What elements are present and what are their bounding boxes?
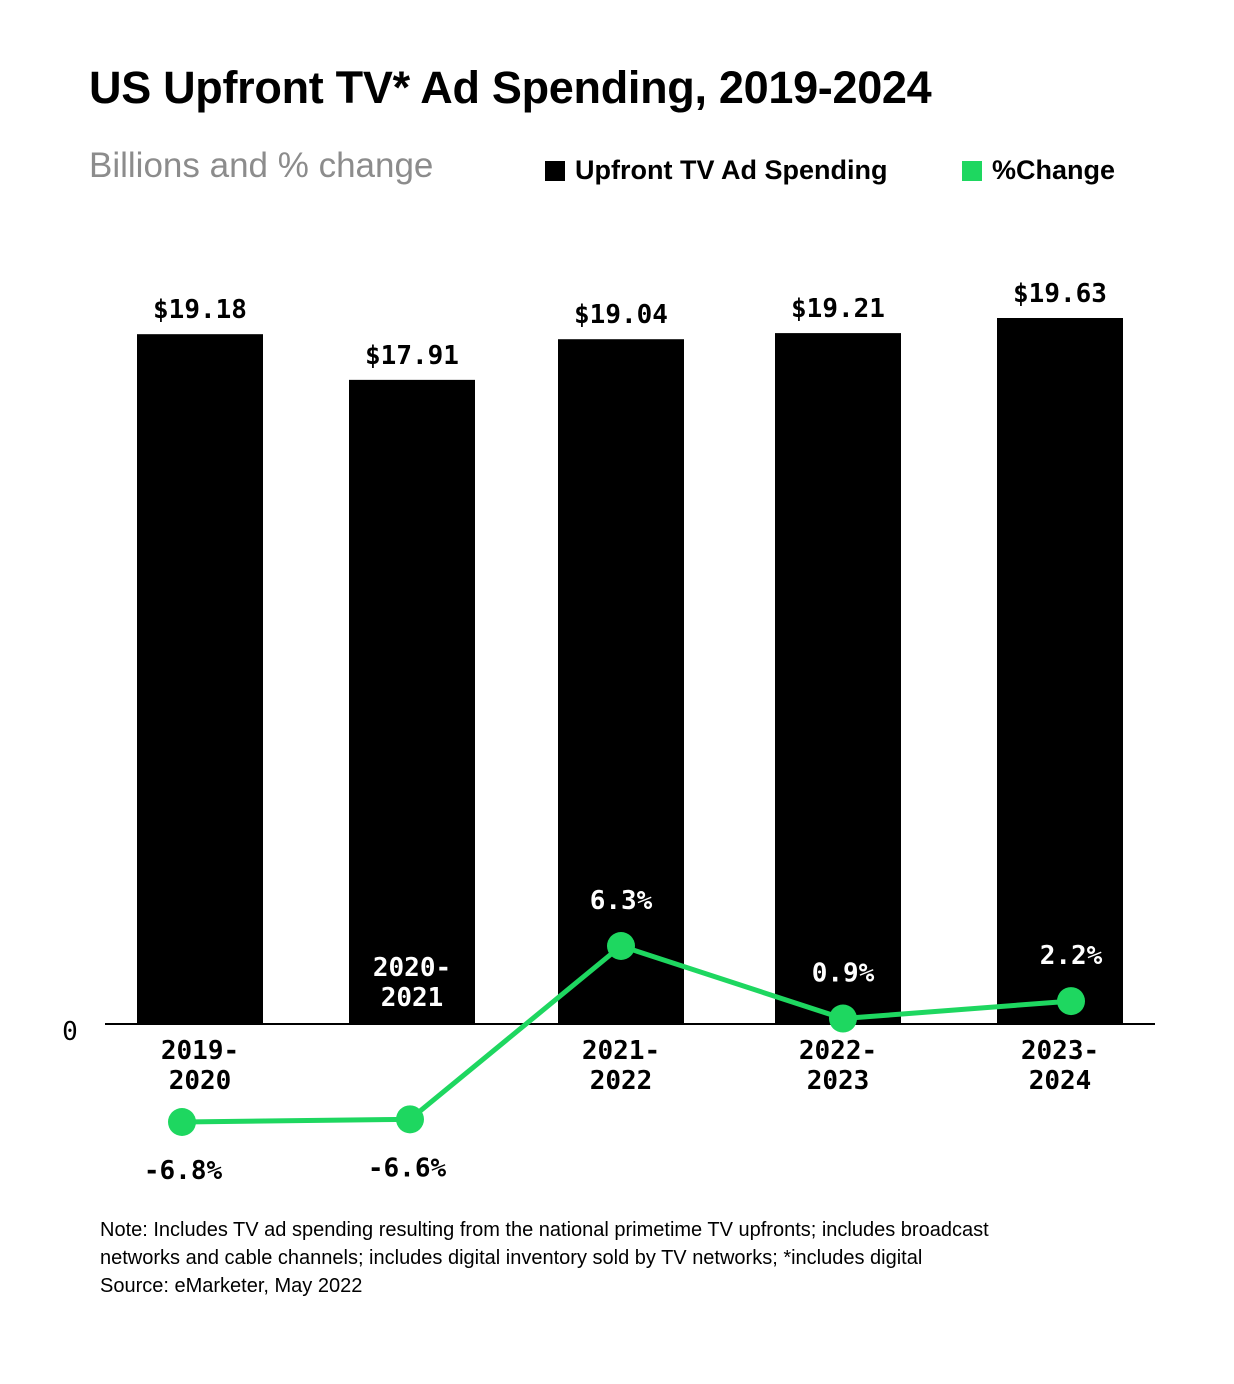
pct-change-marker — [168, 1108, 196, 1136]
zero-tick-label: 0 — [62, 1017, 78, 1047]
legend-swatch-line — [962, 160, 982, 181]
note-line-2: networks and cable channels; includes di… — [100, 1247, 923, 1269]
x-tick-label: 2019-2020 — [161, 1036, 239, 1096]
legend-item-bars: Upfront TV Ad Spending — [545, 155, 887, 186]
chart-area: $19.18 $17.91 $19.04 $19.21 $19.63 0 2019-2020… — [62, 279, 1155, 1186]
bar-value-label: $19.21 — [791, 294, 885, 324]
chart-subtitle: Billions and % change — [89, 146, 434, 185]
x-tick-label: 2020-2021 — [373, 953, 451, 1013]
pct-change-marker — [396, 1105, 424, 1134]
bar — [558, 339, 684, 1024]
chart-title: US Upfront TV* Ad Spending, 2019-2024 — [89, 62, 932, 113]
bar-value-label: $19.18 — [153, 295, 247, 325]
bar — [137, 334, 263, 1024]
x-tick-label: 2021-2022 — [582, 1036, 660, 1096]
bar-value-label: $19.04 — [574, 300, 668, 330]
bar — [349, 379, 475, 1024]
bar-value-label: $19.63 — [1013, 279, 1107, 309]
legend-swatch-bars — [545, 160, 565, 181]
pct-change-marker — [1057, 987, 1085, 1016]
pct-change-marker — [607, 932, 635, 960]
pct-change-label: 2.2% — [1040, 941, 1103, 971]
note-line-1: Note: Includes TV ad spending resulting … — [100, 1219, 989, 1241]
x-tick-label: 2023-2024 — [1021, 1036, 1099, 1096]
legend-label-line: %Change — [992, 155, 1116, 185]
bar — [775, 333, 901, 1024]
bar-value-label: $17.91 — [365, 341, 459, 371]
pct-change-label: 6.3% — [590, 886, 653, 916]
pct-change-label: -6.6% — [368, 1153, 447, 1183]
source-line: Source: eMarketer, May 2022 — [100, 1275, 363, 1297]
pct-change-label: 0.9% — [812, 959, 875, 989]
x-tick-label: 2022-2023 — [799, 1036, 877, 1096]
bar — [997, 318, 1123, 1024]
pct-change-marker — [829, 1004, 857, 1033]
legend-item-line: %Change — [962, 155, 1115, 186]
legend-label-bars: Upfront TV Ad Spending — [575, 155, 888, 185]
pct-change-label: -6.8% — [144, 1156, 223, 1186]
footnote: Note: Includes TV ad spending resulting … — [100, 1216, 1180, 1300]
